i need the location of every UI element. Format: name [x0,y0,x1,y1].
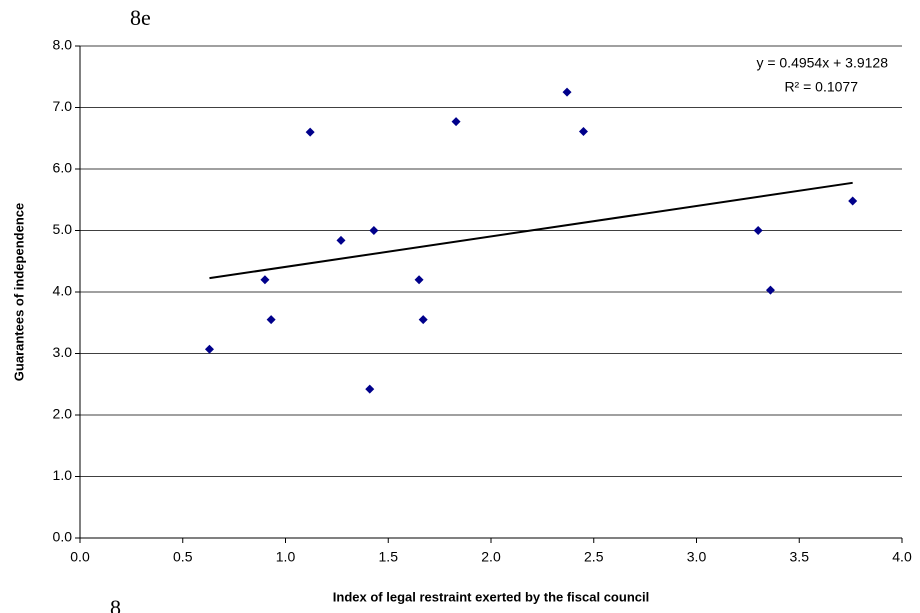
x-tick-label: 0.0 [70,549,90,565]
point [365,384,375,394]
x-tick-label: 3.5 [790,549,810,565]
point [578,126,588,136]
point [753,226,763,235]
y-tick-label: 0.0 [53,529,73,545]
y-tick-label: 4.0 [53,283,73,299]
x-tick-label: 1.5 [379,549,399,565]
y-axis-label: Guarantees of independence [11,203,26,381]
x-tick-label: 2.0 [481,549,501,565]
x-tick-label: 1.0 [276,549,296,565]
point [848,196,858,206]
point [451,117,461,127]
point [266,315,276,325]
trend-equation: y = 0.4954x + 3.9128 [756,55,888,71]
x-tick-label: 4.0 [892,549,912,565]
x-axis-label: Index of legal restraint exerted by the … [333,589,649,604]
point [336,235,346,245]
annotation: 8e [130,5,151,30]
point [204,344,214,354]
y-tick-label: 8.0 [53,37,73,53]
point [414,275,424,285]
y-tick-label: 1.0 [53,467,73,483]
y-tick-label: 7.0 [53,98,73,114]
point [369,226,379,235]
point [418,315,428,325]
trend-r-squared: R² = 0.1077 [784,79,858,95]
y-tick-label: 2.0 [53,406,73,422]
annotation: 8 [110,595,121,613]
x-tick-label: 2.5 [584,549,604,565]
x-tick-label: 3.0 [687,549,707,565]
point [260,275,270,285]
y-tick-label: 5.0 [53,221,73,237]
point [562,87,572,97]
x-tick-label: 0.5 [173,549,193,565]
trendline [209,181,853,280]
point [765,285,775,295]
y-tick-label: 6.0 [53,160,73,176]
point [305,127,315,137]
y-tick-label: 3.0 [53,344,73,360]
